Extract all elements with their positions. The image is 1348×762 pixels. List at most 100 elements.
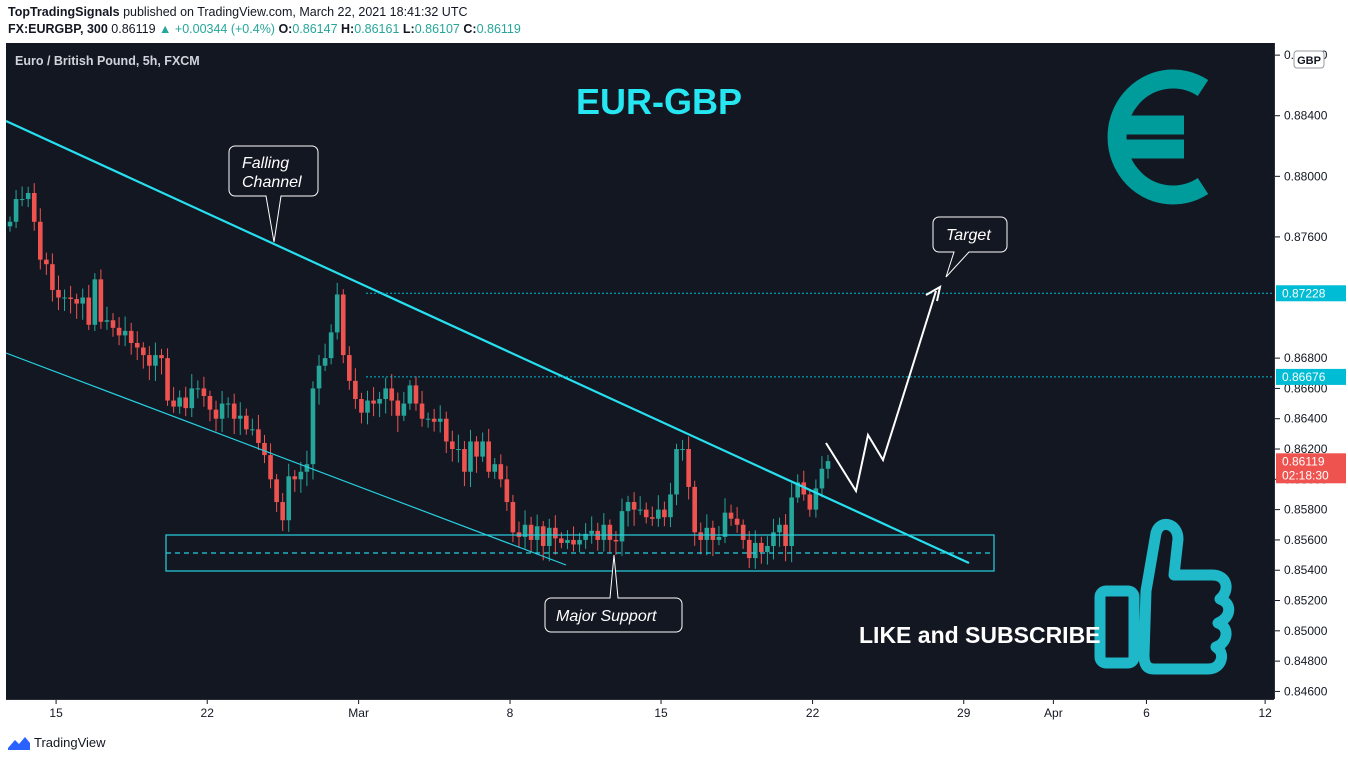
chart-pane[interactable]: Falling Channel Target Major Support Eur… (6, 43, 1274, 699)
candle-body (546, 527, 552, 546)
candle-body (710, 527, 716, 540)
candle-body (589, 530, 594, 534)
candle-body (298, 471, 304, 480)
candle-body (692, 486, 697, 533)
candle-body (680, 449, 685, 451)
time-axis[interactable]: 15 22 Mar 8 15 22 29 Apr 6 12 (6, 699, 1274, 726)
candle-body (649, 517, 655, 519)
candle-body (765, 545, 770, 553)
candle-body (395, 400, 401, 416)
candle-body (728, 512, 734, 519)
candle-body (674, 449, 679, 495)
chart-legend-title[interactable]: Euro / British Pound, 5h, FXCM (15, 54, 200, 68)
candle-body (159, 355, 164, 359)
y-tick-label: 0.86400 (1284, 412, 1328, 426)
channel-lower-line[interactable] (6, 352, 567, 566)
candle-body (122, 330, 128, 336)
candle-body (274, 479, 279, 503)
candle-series (7, 183, 831, 569)
callout-target[interactable]: Target (932, 216, 1008, 278)
candle-body (334, 294, 340, 333)
candle-body (68, 297, 73, 300)
candle-body (304, 464, 310, 472)
last-price: 0.86119 (111, 22, 156, 36)
projection-path[interactable] (825, 290, 937, 494)
candle-body (504, 479, 510, 503)
candle-body (244, 415, 249, 430)
candle-body (195, 388, 201, 390)
candle-body (771, 532, 776, 546)
candle-body (425, 418, 431, 420)
candle-body (292, 476, 298, 480)
candle-body (437, 418, 443, 422)
candle-body (74, 299, 79, 304)
chart-headline: EUR-GBP (576, 81, 742, 122)
candle-body (353, 380, 358, 400)
candle-body (316, 365, 322, 389)
candle-body (92, 279, 98, 325)
low-value: 0.86107 (414, 22, 460, 36)
candle-body (80, 297, 86, 304)
x-tick-label: Mar (348, 706, 369, 720)
candle-body (201, 388, 207, 396)
candle-body (183, 397, 189, 409)
price-axis-canvas: 0.84600 0.84800 0.85000 0.85200 0.85400 0.856… (1275, 48, 1346, 698)
price-axis[interactable]: 0.84600 0.84800 0.85000 0.85200 0.85400 0.856… (1274, 43, 1348, 699)
candle-body (643, 509, 649, 518)
candle-body (528, 524, 534, 540)
candle-body (498, 464, 504, 480)
high-label: H: (341, 22, 355, 36)
callout-target-label: Target (946, 227, 991, 244)
currency-badge-label: GBP (1297, 55, 1321, 67)
candle-body (134, 342, 140, 348)
candle-body (510, 502, 516, 533)
time-axis-canvas: 15 22 Mar 8 15 22 29 Apr 6 12 (49, 700, 1272, 720)
footer-brand[interactable]: TradingView (8, 735, 106, 750)
candle-body (322, 358, 328, 366)
candle-body (492, 464, 498, 472)
channel-upper-line[interactable] (6, 120, 970, 564)
close-label: C: (463, 22, 477, 36)
candle-body (571, 539, 576, 545)
candle-body (583, 533, 588, 540)
candle-body (207, 395, 213, 410)
candle-body (7, 221, 13, 227)
candle-body (340, 294, 346, 356)
candle-body (522, 524, 528, 537)
candle-body (607, 524, 613, 540)
y-tick-label: 0.86200 (1284, 442, 1328, 456)
price-label-text: 0.86676 (1282, 370, 1326, 384)
candle-body (104, 320, 110, 322)
candle-body (462, 449, 467, 472)
candle-body (813, 488, 819, 510)
price-label-text: 0.87228 (1282, 286, 1326, 300)
open-label: O: (278, 22, 293, 36)
x-tick-label: 15 (49, 706, 63, 720)
candle-body (389, 388, 395, 401)
candle-body (165, 358, 170, 401)
candle-body (86, 297, 92, 325)
candle-body (419, 403, 425, 419)
candle-body (443, 418, 449, 442)
candle-body (371, 400, 376, 404)
callout-major-support[interactable]: Major Support (544, 554, 683, 633)
candle-body (377, 399, 382, 404)
price-label-box (1276, 285, 1346, 302)
callout-falling-channel-line1: Falling (242, 155, 289, 172)
price-label-box (1276, 453, 1346, 484)
publish-info: TopTradingSignals published on TradingVi… (8, 5, 468, 19)
y-tick-label: 0.86800 (1284, 351, 1328, 365)
candle-body (141, 347, 146, 356)
candle-body (50, 264, 55, 290)
candle-body (365, 400, 370, 413)
candle-body (177, 397, 182, 407)
callout-falling-channel-line2: Channel (242, 174, 302, 191)
chart-canvas: Falling Channel Target Major Support Eur… (6, 54, 1274, 675)
callout-falling-channel[interactable]: Falling Channel (228, 145, 319, 243)
candle-body (789, 497, 794, 546)
candle-body (613, 539, 619, 542)
candle-body (619, 511, 625, 542)
author-name[interactable]: TopTradingSignals (8, 5, 120, 19)
countdown-label: 02:18:30 (1282, 468, 1329, 482)
